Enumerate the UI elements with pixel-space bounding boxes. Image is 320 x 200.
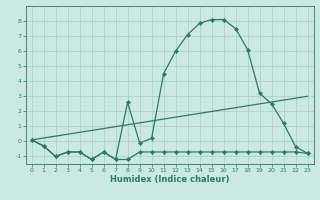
X-axis label: Humidex (Indice chaleur): Humidex (Indice chaleur) (110, 175, 229, 184)
